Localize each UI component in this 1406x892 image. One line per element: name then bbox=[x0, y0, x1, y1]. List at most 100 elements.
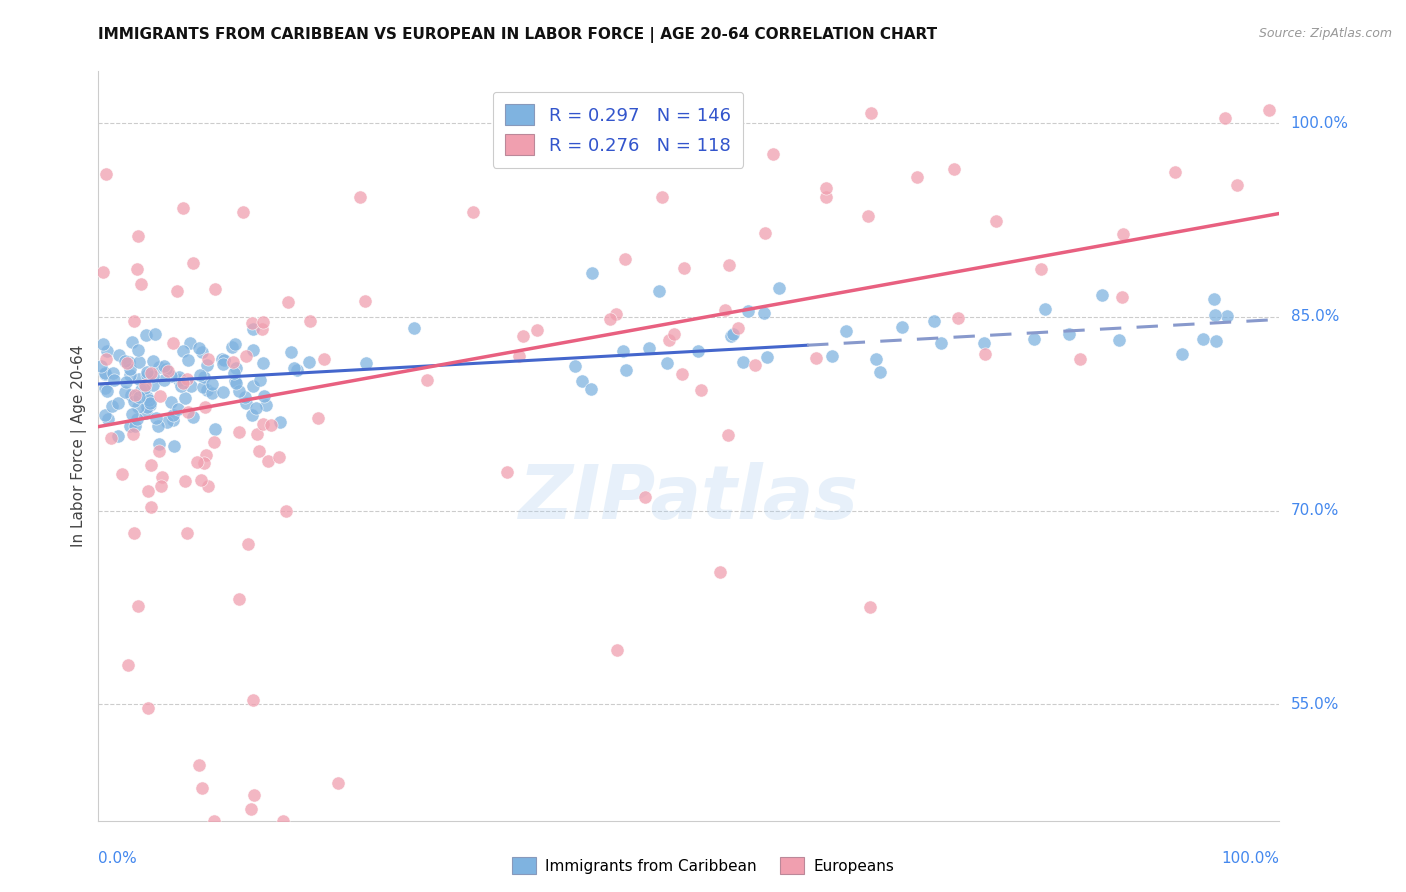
Point bbox=[139, 398, 162, 412]
Point bbox=[204, 423, 226, 437]
Legend: Immigrants from Caribbean, Europeans: Immigrants from Caribbean, Europeans bbox=[506, 851, 900, 880]
Point bbox=[415, 373, 437, 387]
Point bbox=[128, 390, 150, 404]
Point bbox=[1111, 290, 1133, 304]
Point bbox=[280, 344, 302, 359]
Point bbox=[242, 693, 264, 707]
Point bbox=[512, 329, 534, 343]
Point bbox=[579, 382, 602, 396]
Point bbox=[145, 411, 167, 425]
Point bbox=[922, 314, 945, 328]
Point bbox=[946, 310, 969, 325]
Point bbox=[190, 474, 212, 488]
Point bbox=[224, 366, 246, 380]
Point bbox=[166, 284, 188, 298]
Point bbox=[236, 537, 259, 551]
Point bbox=[142, 369, 165, 384]
Point bbox=[605, 308, 627, 322]
Point bbox=[94, 409, 117, 423]
Point bbox=[120, 387, 142, 401]
Point bbox=[737, 303, 759, 318]
Point bbox=[1205, 334, 1227, 348]
Point bbox=[1022, 332, 1045, 346]
Point bbox=[118, 368, 141, 383]
Point bbox=[658, 333, 681, 347]
Point bbox=[252, 417, 274, 431]
Point bbox=[287, 363, 309, 377]
Point bbox=[686, 343, 709, 358]
Point bbox=[111, 467, 134, 481]
Point bbox=[128, 372, 150, 386]
Point bbox=[141, 458, 163, 472]
Point bbox=[143, 326, 166, 341]
Point bbox=[195, 383, 218, 397]
Point bbox=[1204, 308, 1226, 322]
Point bbox=[172, 376, 194, 390]
Point bbox=[201, 385, 224, 400]
Point bbox=[122, 526, 145, 541]
Point bbox=[204, 282, 226, 296]
Point bbox=[1112, 227, 1135, 241]
Point bbox=[191, 380, 214, 394]
Point bbox=[152, 359, 174, 373]
Point bbox=[150, 479, 173, 493]
Point bbox=[233, 390, 256, 404]
Point bbox=[193, 369, 215, 384]
Point bbox=[127, 599, 149, 613]
Point bbox=[188, 368, 211, 383]
Point bbox=[252, 355, 274, 369]
Point bbox=[243, 788, 266, 802]
Point bbox=[197, 479, 219, 493]
Point bbox=[93, 265, 115, 279]
Point bbox=[299, 314, 322, 328]
Point bbox=[148, 444, 170, 458]
Point bbox=[709, 565, 731, 579]
Point bbox=[148, 437, 170, 451]
Point bbox=[172, 343, 194, 358]
Point bbox=[859, 600, 882, 615]
Point bbox=[673, 261, 696, 276]
Point bbox=[508, 349, 530, 363]
Point bbox=[247, 443, 270, 458]
Point bbox=[107, 429, 129, 443]
Point bbox=[984, 213, 1007, 227]
Point bbox=[194, 400, 217, 414]
Point bbox=[103, 373, 125, 387]
Point bbox=[242, 316, 264, 330]
Point bbox=[156, 363, 179, 377]
Point bbox=[614, 363, 637, 377]
Point bbox=[124, 388, 146, 402]
Point bbox=[194, 448, 217, 462]
Point bbox=[159, 369, 181, 384]
Point bbox=[212, 358, 235, 372]
Text: IMMIGRANTS FROM CARIBBEAN VS EUROPEAN IN LABOR FORCE | AGE 20-64 CORRELATION CHA: IMMIGRANTS FROM CARIBBEAN VS EUROPEAN IN… bbox=[98, 27, 938, 43]
Point bbox=[689, 383, 711, 397]
Point bbox=[211, 351, 233, 366]
Point bbox=[402, 321, 425, 335]
Point bbox=[606, 643, 628, 657]
Point bbox=[153, 373, 176, 387]
Point bbox=[148, 359, 170, 374]
Point bbox=[139, 500, 162, 514]
Point bbox=[172, 202, 194, 216]
Point bbox=[135, 406, 157, 420]
Point bbox=[127, 401, 149, 415]
Point bbox=[1029, 262, 1052, 277]
Point bbox=[122, 394, 145, 409]
Point bbox=[129, 277, 152, 292]
Point bbox=[129, 384, 152, 398]
Point bbox=[762, 147, 785, 161]
Point bbox=[94, 167, 117, 181]
Point bbox=[856, 210, 879, 224]
Point bbox=[193, 456, 215, 470]
Point bbox=[191, 345, 214, 359]
Text: 70.0%: 70.0% bbox=[1291, 503, 1339, 518]
Y-axis label: In Labor Force | Age 20-64: In Labor Force | Age 20-64 bbox=[72, 345, 87, 547]
Point bbox=[1091, 288, 1114, 302]
Point bbox=[250, 322, 273, 336]
Point bbox=[162, 336, 184, 351]
Point bbox=[162, 412, 184, 426]
Point bbox=[160, 395, 183, 409]
Point bbox=[135, 390, 157, 404]
Point bbox=[1171, 346, 1194, 360]
